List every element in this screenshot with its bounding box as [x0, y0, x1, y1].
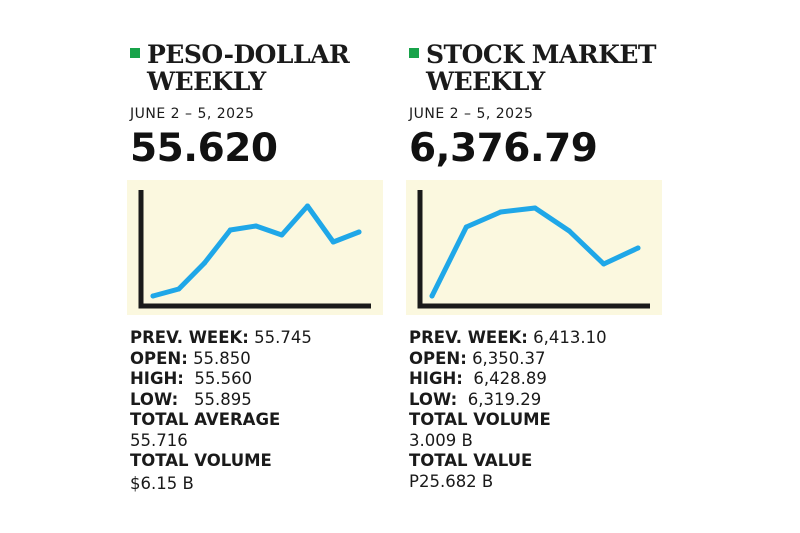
peso-high: HIGH: 55.560: [130, 369, 400, 390]
data-point: [227, 227, 233, 233]
peso-open-label: OPEN:: [130, 348, 188, 368]
data-point: [330, 239, 336, 245]
peso-total-volume-value: $6.15 B: [130, 473, 194, 493]
peso-low-value: 55.895: [194, 389, 252, 409]
data-point: [253, 223, 259, 229]
stock-chart-svg: [417, 190, 650, 309]
peso-total-average-value: 55.716: [130, 430, 188, 450]
stock-open-label: OPEN:: [409, 348, 467, 368]
stock-chart: [406, 180, 662, 315]
data-point: [279, 232, 285, 238]
stock-total-value-label: TOTAL VALUE: [409, 451, 533, 470]
data-point: [532, 205, 538, 211]
peso-open: OPEN: 55.850: [130, 349, 400, 370]
data-point: [305, 203, 310, 209]
stock-date: JUNE 2 – 5, 2025: [409, 106, 534, 122]
peso-open-value: 55.850: [193, 348, 251, 368]
stock-prev-week-value: 6,413.10: [533, 328, 607, 347]
data-point: [601, 261, 607, 267]
stock-open: OPEN: 6,350.37: [409, 349, 679, 370]
data-point: [566, 228, 572, 234]
stock-total-value-value: P25.682 B: [409, 471, 494, 491]
data-point: [176, 286, 182, 292]
peso-chart-svg: [138, 190, 371, 309]
peso-title-line2: WEEKLY: [147, 67, 266, 96]
stock-high-value: 6,428.89: [473, 369, 547, 388]
peso-high-value: 55.560: [194, 369, 253, 388]
peso-title: PESO-DOLLAR WEEKLY: [147, 40, 350, 96]
stock-prev-week-label: PREV. WEEK:: [409, 328, 528, 347]
data-point: [463, 224, 469, 230]
stock-total-volume-label: TOTAL VOLUME: [409, 410, 551, 429]
peso-dollar-panel: PESO-DOLLAR WEEKLY JUNE 2 – 5, 2025 55.6…: [127, 0, 400, 533]
peso-prev-week-value: 55.745: [254, 328, 312, 347]
peso-title-line1: PESO-DOLLAR: [147, 40, 350, 69]
peso-prev-week: PREV. WEEK: 55.745: [130, 328, 400, 349]
peso-low-label: LOW:: [130, 389, 179, 409]
stock-high-label: HIGH:: [409, 369, 463, 388]
data-point: [498, 209, 504, 215]
peso-low: LOW: 55.895: [130, 390, 400, 411]
data-point: [356, 229, 362, 235]
peso-date: JUNE 2 – 5, 2025: [130, 106, 255, 122]
stock-market-panel: STOCK MARKET WEEKLY JUNE 2 – 5, 2025 6,3…: [406, 0, 679, 533]
data-point: [202, 260, 207, 266]
stock-prev-week: PREV. WEEK: 6,413.10: [409, 328, 679, 349]
peso-prev-week-label: PREV. WEEK:: [130, 328, 249, 347]
data-point: [429, 293, 435, 299]
peso-total-average-label: TOTAL AVERAGE: [130, 410, 281, 429]
stock-title-line1: STOCK MARKET: [426, 40, 657, 69]
stock-low: LOW: 6,319.29: [409, 390, 679, 411]
green-square-icon: [130, 48, 140, 58]
stock-high: HIGH: 6,428.89: [409, 369, 679, 390]
data-point: [635, 245, 641, 251]
green-square-icon: [409, 48, 419, 58]
stock-total-volume-value: 3.009 B: [409, 430, 473, 450]
peso-stats: PREV. WEEK: 55.745 OPEN: 55.850 HIGH: 55…: [130, 328, 400, 494]
peso-high-label: HIGH:: [130, 369, 184, 388]
peso-total-volume-label: TOTAL VOLUME: [130, 451, 272, 470]
stock-title-line2: WEEKLY: [426, 67, 545, 96]
series-line: [429, 205, 641, 299]
stock-title: STOCK MARKET WEEKLY: [426, 40, 657, 96]
peso-value: 55.620: [130, 126, 278, 171]
peso-chart: [127, 180, 383, 315]
stock-stats: PREV. WEEK: 6,413.10 OPEN: 6,350.37 HIGH…: [409, 328, 679, 492]
series-line: [150, 203, 362, 299]
stock-value: 6,376.79: [409, 126, 598, 171]
stock-low-label: LOW:: [409, 389, 458, 409]
stock-low-value: 6,319.29: [467, 389, 542, 409]
data-point: [150, 293, 156, 299]
stock-open-value: 6,350.37: [472, 348, 546, 368]
